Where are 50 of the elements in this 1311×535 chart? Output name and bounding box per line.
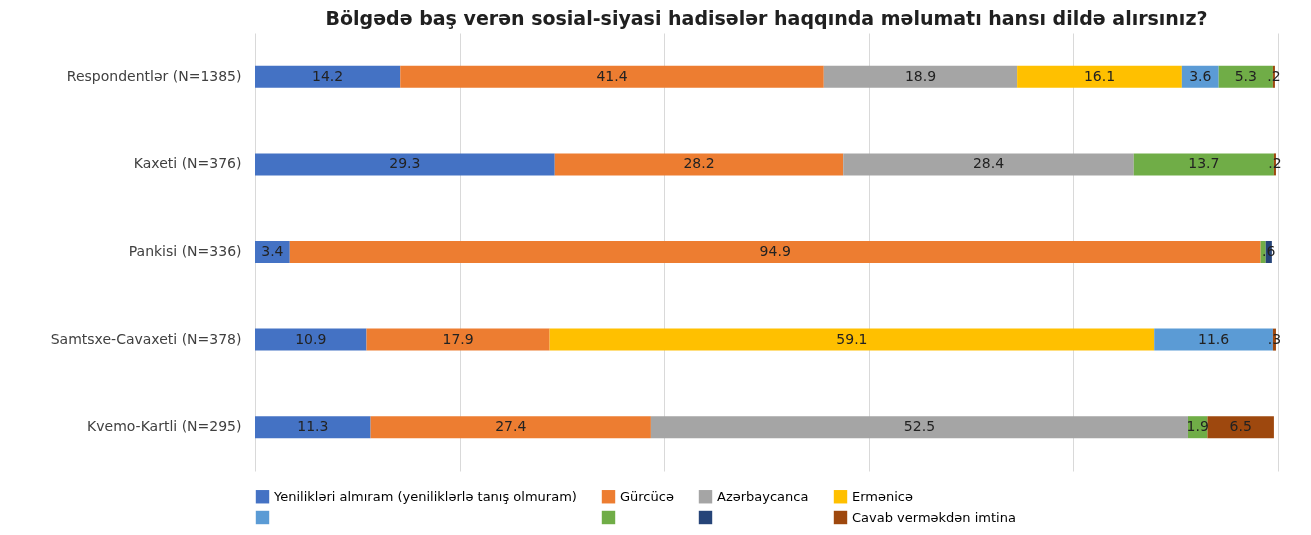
data-label: 6.5 xyxy=(1229,418,1252,435)
bar xyxy=(255,153,555,176)
bar xyxy=(255,416,371,439)
bar xyxy=(843,153,1134,176)
y-tick-label: Kvemo-Kartli (N=295) xyxy=(87,418,242,435)
data-label: .2 xyxy=(1267,67,1281,84)
data-label: 10.9 xyxy=(295,330,327,347)
data-label: 14.2 xyxy=(312,67,344,84)
bar xyxy=(1207,416,1274,439)
data-label: 28.4 xyxy=(972,155,1005,172)
bar xyxy=(650,416,1188,439)
data-label: 11.6 xyxy=(1197,330,1230,347)
data-label: 17.9 xyxy=(442,330,474,347)
y-tick-label: Pankisi (N=336) xyxy=(128,243,242,259)
data-label: 18.9 xyxy=(904,67,937,84)
legend-label: Yenilikləri almıram (yeniliklərlə tanış olmuram) xyxy=(273,488,577,504)
legend-label: Cavab verməkdən imtina xyxy=(852,509,1016,525)
data-label: 1.9 xyxy=(1186,418,1209,435)
data-label: 41.4 xyxy=(596,67,628,84)
data-label: 94.9 xyxy=(759,243,791,259)
bar xyxy=(366,328,550,351)
data-label: .2 xyxy=(1268,155,1282,172)
bar xyxy=(370,416,651,439)
bar xyxy=(400,65,824,88)
bar xyxy=(549,328,1155,351)
bar xyxy=(255,65,401,88)
data-label: 3.4 xyxy=(261,243,284,259)
y-tick-label: Samtsxe-Cavaxeti (N=378) xyxy=(50,330,242,347)
data-label: 28.2 xyxy=(683,155,715,172)
bar xyxy=(1017,65,1182,88)
y-tick-label: Respondentlər (N=1385) xyxy=(66,67,242,84)
legend-label: Ermənicə xyxy=(852,488,913,504)
chart-title: Bölgədə baş verən sosial-siyasi hadisələr haqqında məlumatı hansı dildə alırsınız? xyxy=(325,7,1208,29)
data-label: 29.3 xyxy=(389,155,421,172)
bar xyxy=(255,328,367,351)
legend-label: Gürcücə xyxy=(620,488,674,504)
bar xyxy=(289,241,1261,263)
data-label: 13.7 xyxy=(1188,155,1220,172)
data-label: 11.3 xyxy=(297,418,329,435)
data-label: 5.3 xyxy=(1234,67,1257,84)
data-label: 59.1 xyxy=(836,330,868,347)
data-label: .3 xyxy=(1267,330,1282,347)
data-label: 3.6 xyxy=(1189,67,1212,84)
data-label: 52.5 xyxy=(903,418,936,435)
data-label: 27.4 xyxy=(495,418,527,435)
y-tick-label: Kaxeti (N=376) xyxy=(133,155,242,172)
data-label: 16.1 xyxy=(1083,67,1116,84)
bar xyxy=(554,153,844,176)
bar xyxy=(823,65,1018,88)
legend-label: Azərbaycanca xyxy=(717,488,809,504)
